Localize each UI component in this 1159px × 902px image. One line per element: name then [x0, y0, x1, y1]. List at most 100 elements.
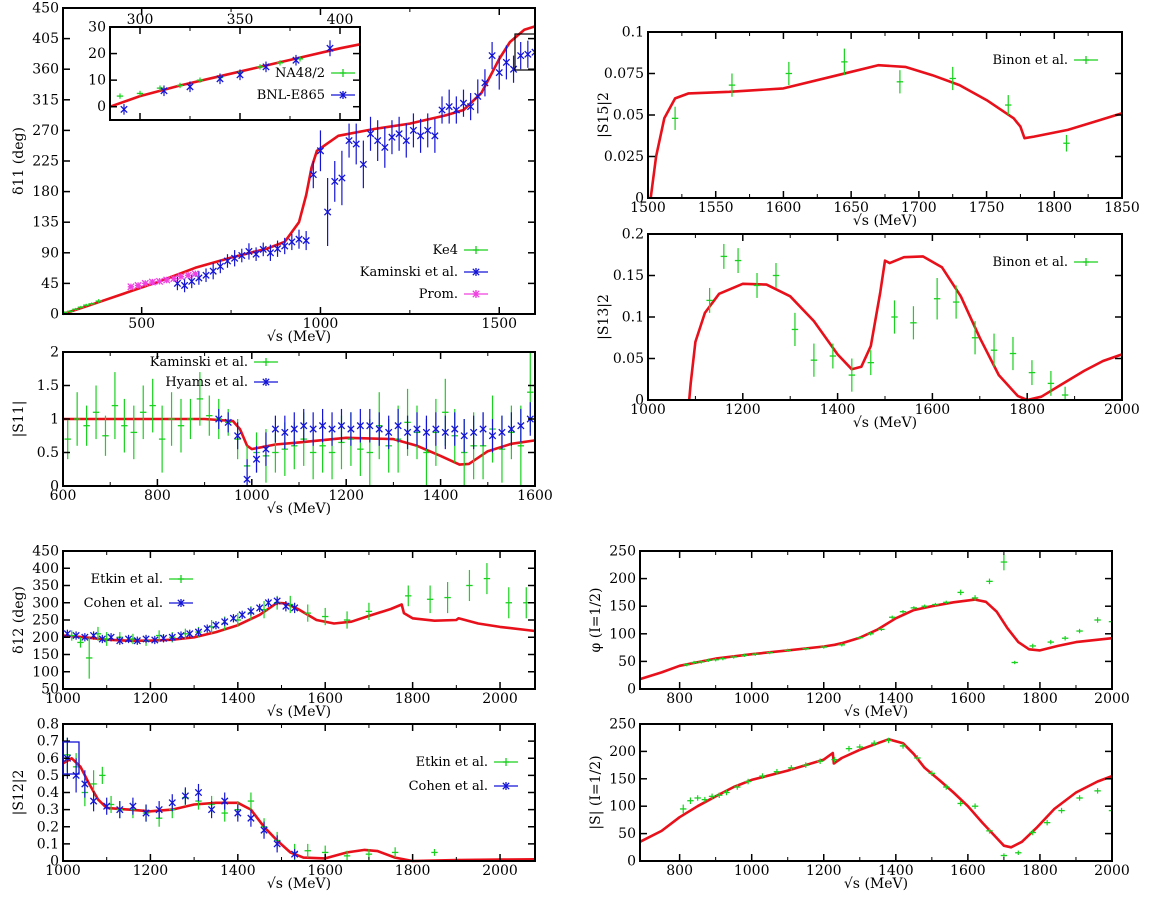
- y-tick-label: 0.1: [37, 836, 59, 852]
- data-point: [260, 826, 268, 834]
- x-tick-label: 1600: [517, 488, 553, 504]
- y-tick-label: 0: [635, 191, 644, 207]
- x-tick-label: 1000: [234, 488, 270, 504]
- y-tick-label: 405: [32, 31, 59, 47]
- legend-label: Prom.: [419, 287, 458, 302]
- legend-label: Binon et al.: [992, 255, 1068, 270]
- y-tick-label: 1: [50, 412, 59, 428]
- data-point: [81, 633, 89, 641]
- data-point: [479, 425, 487, 433]
- s13-model-curve: [687, 255, 1123, 402]
- data-point: [168, 799, 176, 807]
- x-tick-label: 1000: [45, 863, 81, 879]
- data-point: [271, 425, 280, 433]
- data-point: [116, 637, 124, 645]
- data-point: [416, 132, 425, 140]
- x-tick-label: 1200: [725, 402, 761, 418]
- x-tick-label: 1600: [307, 863, 343, 879]
- y-tick-label: 0.8: [37, 717, 59, 733]
- data-point: [323, 208, 332, 216]
- y-tick-label: 0.2: [622, 227, 644, 243]
- data-point: [98, 635, 106, 643]
- data-point: [216, 262, 224, 271]
- chart-phi: 800 1000 1200 1400 1600 1800 2000 0 50 100 150 200 2…: [588, 544, 1130, 721]
- data-point: [345, 136, 353, 145]
- data-point: [366, 130, 375, 138]
- x-tick-label: 1400: [423, 488, 459, 504]
- data-point: [466, 102, 475, 111]
- y-tick-label: 0.5: [37, 768, 59, 784]
- data-point: [212, 621, 220, 629]
- s11-x-axis-label: √s (MeV): [267, 501, 331, 517]
- data-point: [103, 802, 111, 810]
- legend-label: Etkin et al.: [91, 572, 163, 587]
- data-point: [247, 814, 255, 822]
- s15-x-axis-label: √s (MeV): [853, 213, 917, 229]
- data-point: [243, 475, 251, 483]
- x-tick-label: 2000: [482, 863, 518, 879]
- data-point: [409, 126, 418, 135]
- y-tick-label: 200: [609, 571, 636, 587]
- x-tick-label: 1000: [303, 316, 339, 332]
- x-tick-label: 800: [666, 863, 693, 879]
- data-point: [288, 238, 296, 246]
- data-point: [438, 106, 446, 114]
- phi-y-axis-label: φ (I=1/2): [588, 588, 604, 653]
- x-tick-label: 1200: [133, 691, 169, 707]
- y-tick-label: 45: [41, 276, 59, 292]
- x-tick-label: 1400: [878, 863, 914, 879]
- data-point: [221, 618, 229, 626]
- data-point: [403, 428, 412, 437]
- data-point: [124, 635, 133, 643]
- data-point: [488, 432, 497, 440]
- y-tick-label: 100: [609, 626, 636, 642]
- legend-label: Ke4: [433, 243, 458, 258]
- data-point: [481, 79, 489, 87]
- y-tick-label: 50: [618, 826, 636, 842]
- data-point: [273, 245, 282, 253]
- data-point: [402, 136, 410, 145]
- legend-label: Kaminski et al.: [360, 265, 458, 280]
- data-point: [290, 850, 299, 858]
- data-point: [229, 614, 238, 622]
- data-point: [366, 422, 374, 430]
- x-tick-label: 1200: [133, 863, 169, 879]
- data-point: [186, 83, 194, 91]
- data-point: [224, 418, 232, 427]
- data-point: [233, 432, 242, 440]
- data-point: [207, 805, 216, 814]
- x-tick-label: 1800: [1009, 402, 1045, 418]
- x-tick-label: 1600: [950, 691, 986, 707]
- data-point: [230, 254, 239, 262]
- x-tick-label: 1700: [901, 200, 937, 216]
- x-tick-label: 1550: [698, 200, 734, 216]
- d12-x-axis-label: √s (MeV): [267, 704, 331, 720]
- y-tick-label: 150: [609, 599, 636, 615]
- data-point: [142, 809, 150, 817]
- y-tick-label: 0.1: [622, 310, 644, 326]
- data-point: [259, 245, 267, 254]
- x-tick-label: 1000: [45, 691, 81, 707]
- absS-y-axis-label: |S| (I=1/2): [588, 755, 604, 829]
- data-point: [517, 51, 525, 60]
- data-point: [445, 102, 453, 111]
- y-tick-label: 200: [32, 630, 59, 646]
- data-point: [359, 160, 368, 169]
- y-tick-label: 400: [32, 561, 59, 577]
- data-point: [81, 780, 89, 788]
- data-point: [292, 56, 300, 64]
- legend-label: Etkin et al.: [416, 755, 488, 770]
- data-point: [194, 788, 203, 797]
- d11inset-data-layer: [116, 40, 334, 115]
- s13-x-axis-label: √s (MeV): [853, 415, 917, 431]
- data-point: [331, 177, 339, 186]
- data-point: [238, 611, 246, 619]
- data-point: [524, 50, 532, 58]
- chart-d11-inset: 300 350 400 0 10 20 30 NA48/2 BNL-E865: [88, 12, 361, 121]
- y-tick-label: 20: [88, 46, 106, 62]
- x-tick-label: 800: [144, 488, 171, 504]
- y-tick-label: 0.7: [37, 734, 59, 750]
- data-point: [170, 274, 178, 283]
- x-tick-label: 1850: [1104, 200, 1140, 216]
- absS-data-layer: [680, 737, 1112, 858]
